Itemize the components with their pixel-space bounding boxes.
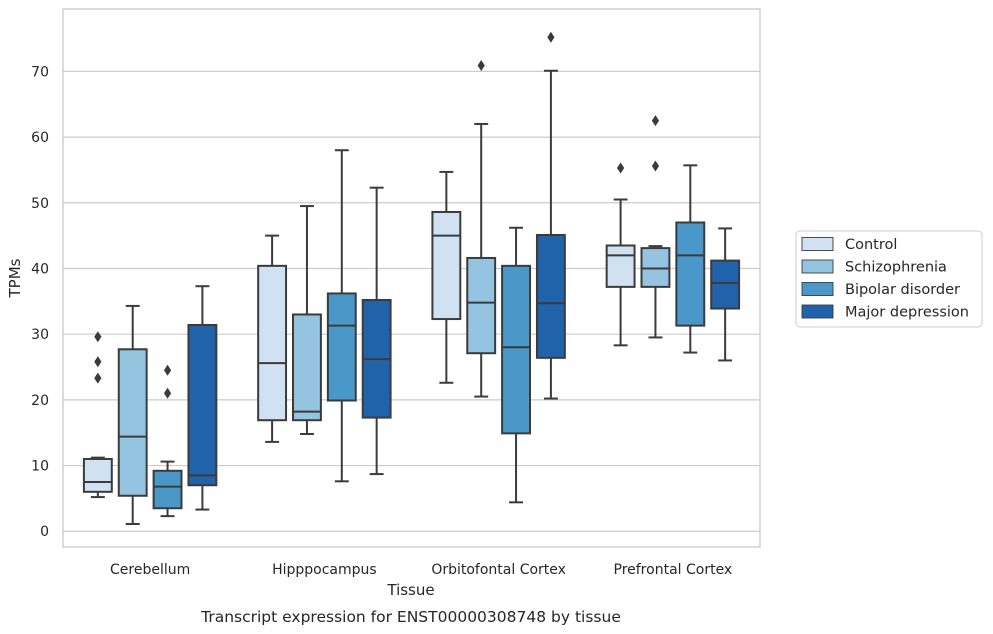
box [431, 170, 462, 384]
outlier-point [94, 372, 102, 384]
legend-label: Control [845, 237, 897, 253]
x-axis-ticks: Cerebellum Hipppocampus Orbitofontal Corte… [110, 562, 732, 578]
x-tick-label: Orbitofontal Cortex [431, 562, 566, 578]
outlier-point [651, 160, 660, 172]
outlier-point [547, 31, 555, 43]
box [117, 304, 148, 526]
y-tick-label: 20 [31, 393, 49, 409]
box [257, 234, 288, 443]
y-tick-label: 70 [31, 64, 49, 80]
box-iqr [257, 264, 288, 422]
box-iqr [187, 323, 218, 487]
box-iqr [466, 256, 497, 355]
x-tick-label: Cerebellum [110, 562, 190, 578]
y-tick-label: 30 [31, 327, 49, 343]
y-tick-label: 50 [31, 196, 49, 212]
y-tick-label: 60 [31, 130, 49, 146]
box-iqr [326, 292, 357, 402]
box [466, 59, 497, 398]
boxplot-area [82, 31, 741, 526]
gridlines [63, 70, 760, 532]
legend-swatch [801, 282, 834, 296]
outlier-point [477, 59, 485, 71]
box [640, 115, 671, 339]
box [152, 364, 183, 518]
y-axis-ticks: 0 10 20 30 40 50 60 70 [31, 64, 49, 540]
legend-swatch [801, 237, 834, 251]
legend-label: Major depression [845, 305, 969, 321]
outlier-point [163, 387, 172, 399]
box-iqr [501, 264, 531, 435]
box-iqr [605, 244, 636, 288]
outlier-point [617, 162, 625, 174]
box [187, 285, 218, 511]
legend-swatch [801, 304, 834, 319]
box [361, 186, 392, 476]
y-axis-label: TPMs [6, 258, 24, 298]
box [501, 226, 531, 504]
plot-frame [62, 8, 761, 548]
legend-label: Schizophrenia [845, 260, 947, 276]
y-tick-label: 40 [31, 261, 49, 277]
outlier-point [94, 356, 102, 368]
box-iqr [675, 221, 706, 327]
outlier-point [163, 364, 172, 376]
box [710, 227, 741, 362]
box-iqr [117, 348, 148, 497]
legend-frame [795, 230, 983, 328]
legend: Control Schizophrenia Bipolar disorder Majo… [795, 230, 983, 328]
box [605, 162, 636, 347]
x-axis-label: Tissue [386, 581, 434, 599]
x-tick-label: Hipppocampus [272, 562, 377, 578]
outlier-point [94, 331, 102, 343]
chart-caption: Transcript expression for ENST0000030874… [200, 608, 621, 626]
box [326, 149, 357, 483]
box-iqr [535, 233, 566, 359]
box [535, 31, 566, 400]
box [675, 164, 706, 354]
y-tick-label: 10 [31, 459, 49, 475]
box-iqr [710, 259, 741, 310]
box-iqr [431, 210, 462, 321]
legend-swatch [801, 259, 834, 274]
outlier-point [651, 115, 660, 127]
box [82, 331, 113, 499]
box-iqr [82, 457, 113, 493]
legend-label: Bipolar disorder [845, 282, 960, 298]
box-iqr [152, 469, 183, 510]
box [292, 205, 322, 436]
x-tick-label: Prefrontal Cortex [614, 562, 733, 578]
y-tick-label: 0 [40, 524, 49, 540]
box-iqr [292, 313, 322, 422]
